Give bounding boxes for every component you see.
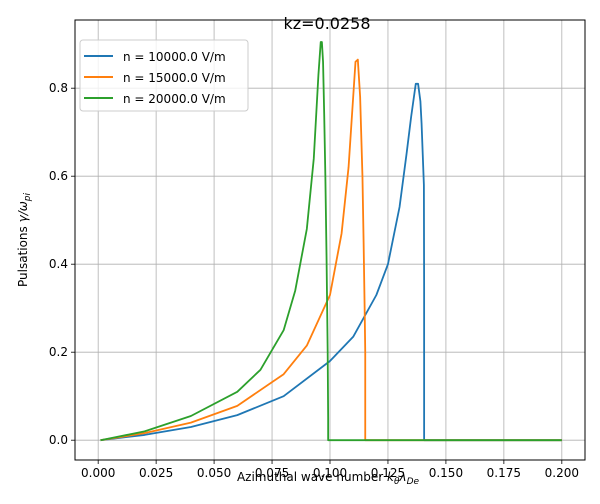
y-tick-label: 0.8	[49, 81, 68, 95]
y-tick-label: 0.6	[49, 169, 68, 183]
y-axis: 0.0 0.2 0.4 0.6 0.8	[49, 81, 75, 447]
series-layer	[100, 41, 562, 442]
series-line-3	[100, 41, 562, 442]
legend-label-series-2: n = 15000.0 V/m	[123, 71, 226, 85]
x-tick-label: 0.050	[197, 466, 231, 480]
series-line-2	[100, 58, 562, 442]
legend: n = 10000.0 V/m n = 15000.0 V/m n = 2000…	[79, 39, 249, 112]
y-tick-label: 0.4	[49, 257, 68, 271]
x-tick-label: 0.125	[371, 466, 405, 480]
x-tick-label: 0.025	[139, 466, 173, 480]
x-tick-label: 0.150	[429, 466, 463, 480]
y-tick-label: 0.0	[49, 433, 68, 447]
series-line-1	[100, 82, 562, 442]
x-tick-label: 0.075	[255, 466, 289, 480]
x-tick-label: 0.100	[313, 466, 347, 480]
chart-title: kz=0.0258	[283, 14, 370, 33]
x-tick-label: 0.000	[81, 466, 115, 480]
legend-box	[79, 39, 249, 112]
legend-label-series-1: n = 10000.0 V/m	[123, 50, 226, 64]
x-axis-label: Azimuthal wave number kθλDe	[237, 470, 420, 487]
x-tick-label: 0.175	[487, 466, 521, 480]
x-tick-label: 0.200	[545, 466, 579, 480]
legend-label-series-3: n = 20000.0 V/m	[123, 92, 226, 106]
y-axis-label: Pulsations γ/ωpi	[16, 192, 33, 287]
x-axis: 0.000 0.025 0.050 0.075 0.100 0.125 0.150 0.175…	[81, 460, 579, 480]
y-tick-label: 0.2	[49, 345, 68, 359]
